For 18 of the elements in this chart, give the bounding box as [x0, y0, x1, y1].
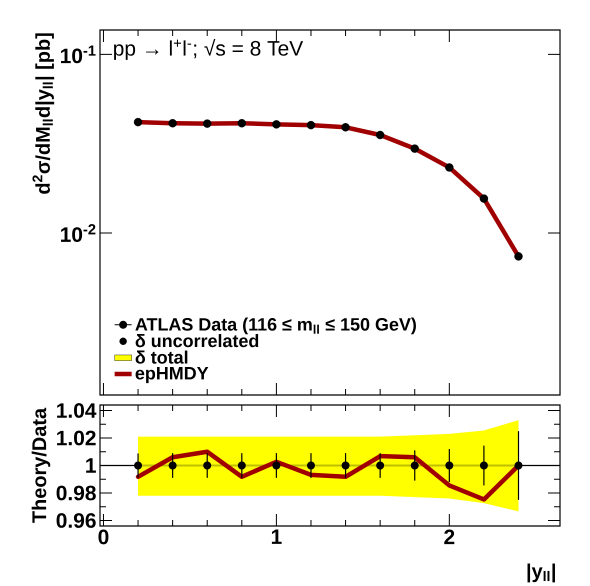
y-tick-label: 1.02 — [57, 430, 96, 446]
y-tick-label: 1 — [86, 458, 96, 473]
y-tick-label: 1.04 — [57, 403, 96, 418]
annotation: pp → l$^{+}$l$^{-}$; √s = 8 TeV — [114, 39, 304, 60]
x-tick-label: 1 — [272, 530, 282, 544]
legend-label: epHMDY — [136, 367, 208, 384]
y-tick-label: 10$^{-1}$ — [61, 46, 96, 64]
y-tick-label: 10$^{-2}$ — [61, 224, 96, 242]
legend-label: δ total — [136, 350, 188, 364]
y-axis-title: Theory/Data — [32, 408, 50, 523]
y-tick-label: 0.98 — [56, 486, 96, 500]
x-tick-label: 2 — [444, 530, 454, 544]
x-axis-title: |y$_{ll}$| — [528, 564, 555, 582]
y-tick-label: 0.96 — [56, 513, 96, 528]
y-axis-title: d$^{2}$σ/dM$_{ll}$d|y$_{ll}$| [pb] — [32, 33, 54, 194]
legend-label: ATLAS Data (116 ≤ m$_{ll}$ ≤ 150 GeV) — [135, 318, 416, 334]
legend-label: δ uncorrelated — [136, 334, 258, 348]
x-tick-label: 0 — [98, 530, 108, 544]
